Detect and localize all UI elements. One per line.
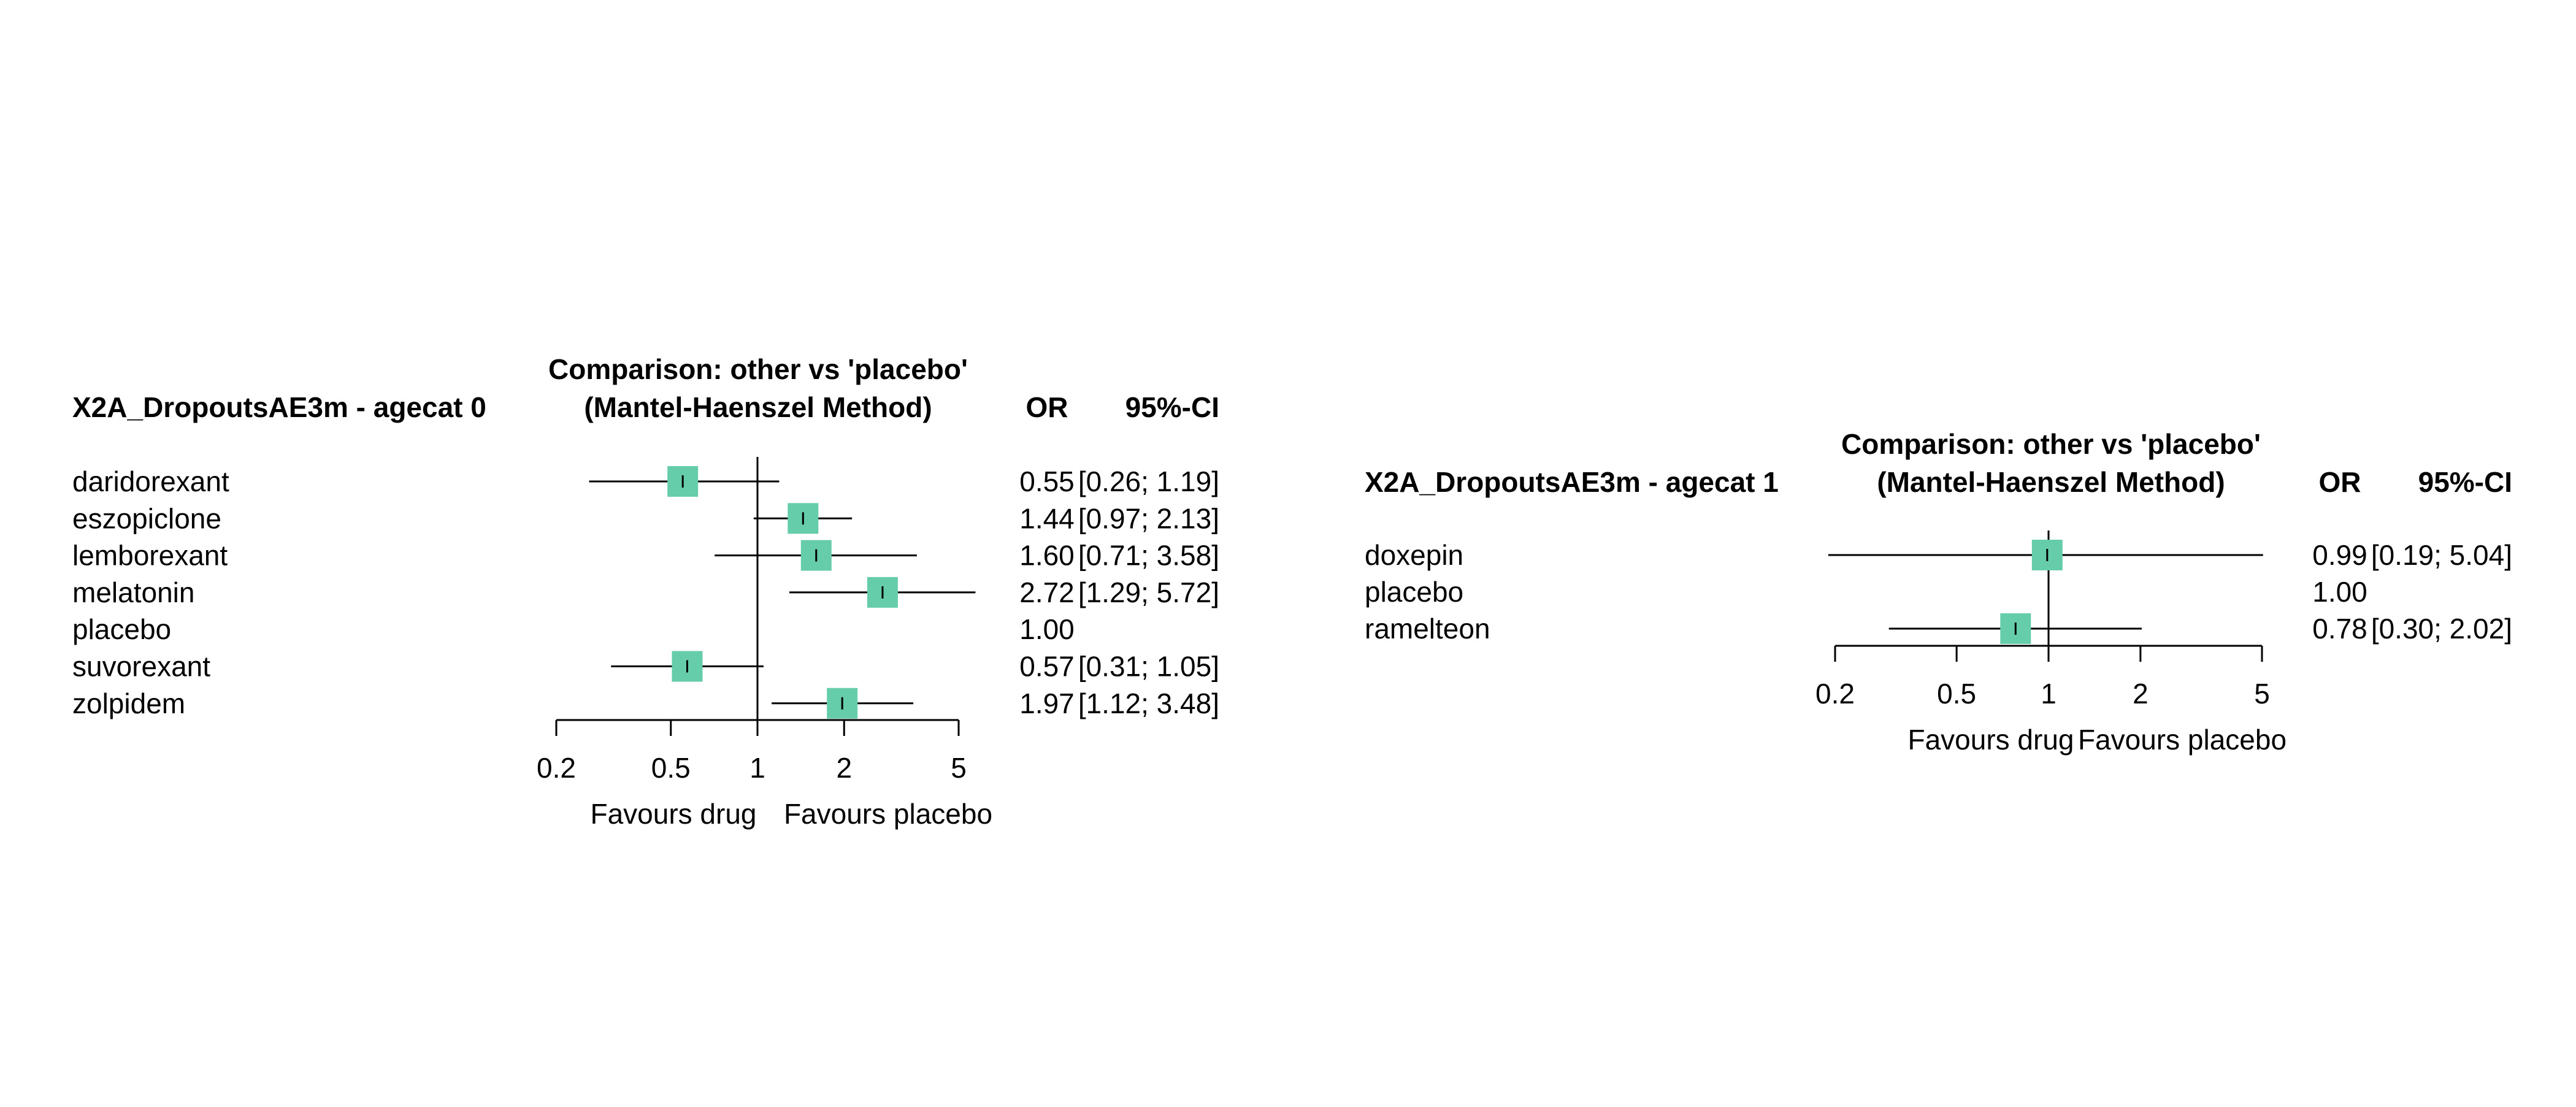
method-label: (Mantel-Haenszel Method) bbox=[1877, 466, 2225, 498]
plot-marks: 0.2 0.5 1 2 5 bbox=[1815, 531, 2270, 710]
ci-value: [0.71; 3.58] bbox=[1078, 540, 1219, 572]
study-label: placebo bbox=[72, 613, 171, 645]
outcome-label: X2A_DropoutsAE3m - agecat 1 bbox=[1365, 466, 1779, 498]
favours-right-label: Favours placebo bbox=[2078, 724, 2287, 756]
or-value: 1.44 bbox=[1019, 502, 1075, 534]
or-value: 0.78 bbox=[2312, 613, 2367, 645]
ci-value: [1.12; 3.48] bbox=[1078, 688, 1219, 719]
or-value: 0.55 bbox=[1019, 465, 1075, 497]
study-label: zolpidem bbox=[72, 688, 185, 719]
or-value: 2.72 bbox=[1019, 576, 1075, 608]
or-value: 1.00 bbox=[1019, 613, 1075, 645]
column-header-or: OR bbox=[2319, 466, 2361, 498]
or-value: 0.99 bbox=[2312, 539, 2367, 571]
comparison-title: Comparison: other vs 'placebo' bbox=[548, 353, 968, 385]
or-value: 1.60 bbox=[1019, 540, 1075, 572]
or-value: 1.97 bbox=[1019, 688, 1075, 719]
study-label: melatonin bbox=[72, 576, 194, 608]
study-rows: doxepin 0.99 [0.19; 5.04] placebo 1.00 ramelt… bbox=[1365, 539, 2512, 645]
ci-value: [0.31; 1.05] bbox=[1078, 651, 1219, 683]
forest-panel-agecat-1: Comparison: other vs 'placebo' X2A_Dropo… bbox=[1365, 428, 2512, 756]
x-tick-label: 0.2 bbox=[537, 752, 576, 784]
study-label: suvorexant bbox=[72, 651, 210, 683]
x-tick-label: 5 bbox=[951, 752, 967, 784]
ci-value: [0.26; 1.19] bbox=[1078, 465, 1219, 497]
or-value: 1.00 bbox=[2312, 576, 2367, 608]
study-label: eszopiclone bbox=[72, 502, 221, 534]
x-tick-label: 1 bbox=[2041, 678, 2057, 710]
column-header-ci: 95%-CI bbox=[2418, 466, 2512, 498]
x-tick-label: 0.5 bbox=[651, 752, 691, 784]
method-label: (Mantel-Haenszel Method) bbox=[584, 391, 932, 423]
x-tick-label: 0.5 bbox=[1937, 678, 1976, 710]
x-tick-label: 2 bbox=[2133, 678, 2149, 710]
favours-right-label: Favours placebo bbox=[784, 798, 992, 830]
x-tick-label: 5 bbox=[2254, 678, 2270, 710]
study-rows: daridorexant 0.55 [0.26; 1.19] eszopiclone 1… bbox=[72, 465, 1219, 719]
x-tick-label: 0.2 bbox=[1815, 678, 1855, 710]
comparison-title: Comparison: other vs 'placebo' bbox=[1841, 428, 2261, 460]
study-label: doxepin bbox=[1365, 539, 1463, 571]
forest-panel-agecat-0: Comparison: other vs 'placebo' X2A_Dropo… bbox=[72, 353, 1219, 830]
x-tick-label: 2 bbox=[836, 752, 852, 784]
ci-value: [0.19; 5.04] bbox=[2371, 539, 2512, 571]
favours-left-label: Favours drug bbox=[590, 798, 756, 830]
column-header-ci: 95%-CI bbox=[1125, 391, 1219, 423]
plot-marks: 0.2 0.5 1 2 5 bbox=[537, 457, 976, 784]
ci-value: [0.97; 2.13] bbox=[1078, 502, 1219, 534]
ci-value: [0.30; 2.02] bbox=[2371, 613, 2512, 645]
study-label: daridorexant bbox=[72, 465, 229, 497]
column-header-or: OR bbox=[1026, 391, 1068, 423]
study-label: lemborexant bbox=[72, 540, 228, 572]
outcome-label: X2A_DropoutsAE3m - agecat 0 bbox=[72, 391, 486, 423]
or-value: 0.57 bbox=[1019, 651, 1075, 683]
ci-value: [1.29; 5.72] bbox=[1078, 576, 1219, 608]
study-label: ramelteon bbox=[1365, 613, 1490, 645]
favours-left-label: Favours drug bbox=[1907, 724, 2074, 756]
study-label: placebo bbox=[1365, 576, 1463, 608]
x-tick-label: 1 bbox=[749, 752, 765, 784]
